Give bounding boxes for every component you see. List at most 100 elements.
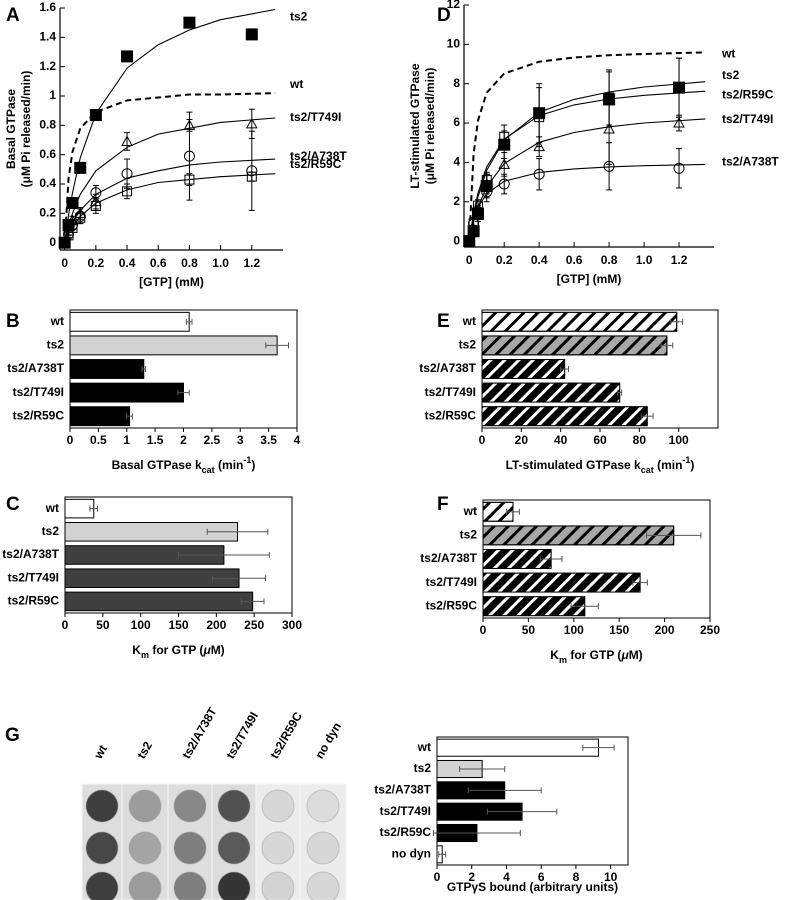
- x-tick-label: 40: [554, 433, 568, 447]
- category-label: wt: [462, 314, 476, 328]
- error-bar: [501, 152, 508, 177]
- axis-title-part: ): [251, 458, 255, 472]
- category-label: ts2: [42, 524, 60, 538]
- point: [90, 187, 102, 199]
- y-tick-label: 0.8: [39, 118, 56, 132]
- x-tick-label: 2: [468, 870, 475, 884]
- point: [75, 212, 86, 223]
- x-tick-label: 1.2: [243, 256, 260, 270]
- point: [498, 158, 511, 169]
- category-label: ts2: [459, 338, 477, 352]
- point: [498, 178, 510, 190]
- category-label: ts2/T749I: [380, 804, 431, 818]
- x-tick-label: 1.5: [147, 433, 164, 447]
- error-bar: [206, 528, 269, 535]
- x-tick-label: 0: [67, 433, 74, 447]
- x-tick-label: 200: [655, 623, 675, 637]
- error-bar: [582, 744, 615, 751]
- axis-title-part: M): [629, 648, 643, 662]
- curve-label: ts2: [722, 68, 740, 82]
- fit-curve: [63, 92, 276, 243]
- bar-hatch: [481, 382, 621, 403]
- axis-title: Basal GTPase kcat (min-1): [112, 455, 256, 475]
- bar: [69, 311, 190, 332]
- axis-title-part: GTPγS bound (arbitrary units): [447, 880, 618, 894]
- fit-curve: [64, 117, 276, 243]
- error-bar: [536, 136, 543, 157]
- axis-title-part: M): [211, 643, 225, 657]
- bar-hatch: [481, 335, 668, 356]
- y-tick-label: 4: [453, 155, 460, 169]
- category-label: ts2/T749I: [8, 570, 59, 584]
- panel-letter: E: [437, 311, 450, 332]
- error-bar: [606, 142, 613, 191]
- error-bar: [178, 552, 270, 558]
- category-label: ts2/A738T: [419, 361, 476, 375]
- y-tick-label: 1.6: [39, 0, 56, 14]
- point: [245, 28, 258, 41]
- blot-dot: [217, 831, 251, 865]
- x-axis-title: [GTP] (mM): [557, 272, 622, 286]
- error-bar: [438, 851, 447, 858]
- bar: [69, 359, 145, 379]
- category-label: ts2/A738T: [420, 551, 477, 565]
- x-tick-label: 80: [633, 433, 647, 447]
- bar: [69, 382, 184, 403]
- curve-label: ts2: [290, 10, 308, 24]
- error-bar: [77, 211, 84, 225]
- point: [183, 16, 196, 29]
- axis-title: GTPγS bound (arbitrary units): [447, 880, 618, 894]
- bar-hatch: [482, 525, 675, 546]
- error-bar: [640, 413, 654, 420]
- x-tick-label: 0.4: [119, 256, 136, 270]
- lane-label: ts2/R59C: [267, 709, 305, 761]
- x-tick-label: 10: [604, 870, 618, 884]
- error-bar: [570, 603, 599, 610]
- y-tick-label: 0: [49, 235, 56, 249]
- point: [481, 186, 493, 198]
- axis-title-part: LT-stimulated GTPase k: [506, 458, 641, 472]
- x-tick-label: 0.6: [566, 253, 583, 267]
- axis-title-part: μ: [620, 648, 629, 662]
- bar: [64, 591, 254, 612]
- error-bar: [124, 132, 131, 151]
- error-bar: [126, 413, 133, 420]
- x-tick-label: 20: [515, 433, 529, 447]
- blot-dot: [128, 831, 162, 865]
- y-tick-label: 8: [453, 76, 460, 90]
- y-tick-label: 10: [447, 37, 461, 51]
- point: [89, 109, 102, 122]
- panel-letter: G: [5, 725, 20, 746]
- error-bar: [433, 830, 521, 836]
- point: [499, 131, 510, 142]
- point: [673, 162, 685, 174]
- category-label: ts2/R59C: [380, 825, 432, 839]
- axis-title-part: -1: [682, 455, 690, 465]
- x-tick-label: 250: [700, 623, 720, 637]
- panel-letter: C: [6, 494, 20, 515]
- error-bar: [248, 171, 255, 182]
- x-tick-label: 0.2: [496, 253, 513, 267]
- error-bar: [660, 342, 674, 349]
- error-bar: [536, 157, 543, 191]
- point: [533, 168, 545, 180]
- error-bar: [459, 766, 506, 772]
- fit-curve: [64, 173, 276, 243]
- x-tick-label: 0.8: [601, 253, 618, 267]
- lane-label: no dyn: [312, 720, 344, 761]
- error-bar: [248, 130, 255, 211]
- fit-curve: [468, 163, 706, 242]
- category-label: ts2/A738T: [7, 361, 64, 375]
- category-label: ts2/A738T: [2, 547, 59, 561]
- category-label: ts2: [414, 761, 432, 775]
- blot-dot: [85, 871, 119, 900]
- error-bar: [177, 389, 190, 396]
- bar-hatch: [482, 572, 641, 593]
- plot-frame: [436, 736, 629, 866]
- point: [674, 82, 685, 93]
- lane-label: ts2/T749I: [223, 710, 261, 761]
- error-bar: [560, 366, 570, 372]
- panel-letter: D: [437, 5, 451, 26]
- x-tick-label: 0.2: [88, 256, 105, 270]
- x-tick-label: 3: [237, 433, 244, 447]
